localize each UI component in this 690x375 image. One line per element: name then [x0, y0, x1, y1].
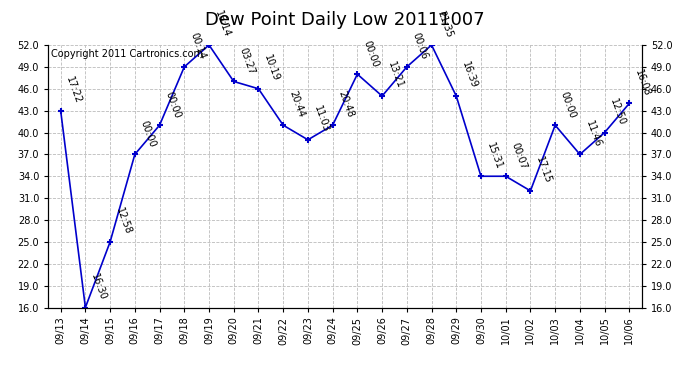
Text: 12:50: 12:50 — [609, 97, 627, 127]
Text: 13:21: 13:21 — [386, 61, 405, 90]
Text: 00:00: 00:00 — [139, 119, 157, 148]
Text: 16:30: 16:30 — [89, 272, 108, 302]
Text: 00:14: 00:14 — [188, 32, 207, 61]
Text: 16:14: 16:14 — [213, 10, 232, 39]
Text: 00:06: 00:06 — [411, 32, 429, 61]
Text: 15:31: 15:31 — [484, 141, 504, 170]
Text: 10:19: 10:19 — [262, 53, 281, 83]
Text: 20:44: 20:44 — [287, 90, 306, 119]
Text: 20:48: 20:48 — [336, 90, 355, 119]
Text: 16:39: 16:39 — [460, 61, 479, 90]
Text: Dew Point Daily Low 20111007: Dew Point Daily Low 20111007 — [205, 11, 485, 29]
Text: 17:22: 17:22 — [64, 75, 83, 105]
Text: 11:46: 11:46 — [584, 119, 602, 148]
Text: 11:03: 11:03 — [312, 105, 331, 134]
Text: 00:00: 00:00 — [361, 39, 380, 68]
Text: 16:08: 16:08 — [633, 68, 652, 98]
Text: 12:58: 12:58 — [114, 206, 132, 236]
Text: 21:35: 21:35 — [435, 9, 454, 39]
Text: 17:15: 17:15 — [534, 155, 553, 185]
Text: 00:07: 00:07 — [509, 141, 529, 170]
Text: 00:00: 00:00 — [559, 90, 578, 119]
Text: Copyright 2011 Cartronics.com: Copyright 2011 Cartronics.com — [51, 49, 204, 59]
Text: 03:27: 03:27 — [237, 46, 257, 76]
Text: 00:00: 00:00 — [164, 90, 182, 119]
